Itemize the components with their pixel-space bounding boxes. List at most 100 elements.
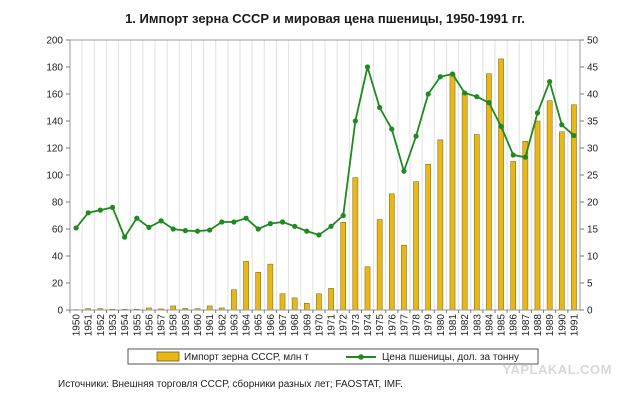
bar (498, 58, 504, 311)
price-point (559, 122, 565, 128)
bar (328, 288, 334, 311)
price-point (243, 215, 249, 221)
price-point (158, 218, 164, 224)
bar (522, 141, 529, 311)
bar (291, 297, 298, 311)
x-tick-label: 1985 (497, 314, 508, 337)
y-left-tick-label: 200 (46, 36, 63, 47)
y-left-tick-label: 140 (46, 117, 63, 128)
bar (340, 222, 347, 311)
x-tick-label: 1972 (339, 314, 350, 337)
x-tick-label: 1973 (351, 314, 362, 337)
x-tick-label: 1960 (193, 314, 204, 337)
y-left-tick-label: 180 (46, 63, 63, 74)
bar (364, 266, 371, 311)
price-point (510, 152, 516, 158)
x-tick-label: 1991 (569, 314, 580, 337)
price-point (437, 74, 443, 80)
price-point (146, 224, 152, 230)
x-tick-label: 1978 (412, 314, 423, 337)
bar (352, 177, 359, 311)
bar (255, 271, 262, 311)
bar (449, 73, 456, 311)
price-point (474, 94, 480, 100)
x-tick-label: 1952 (96, 314, 107, 337)
y-left-tick-label: 120 (46, 144, 63, 155)
y-left-tick-label: 0 (57, 306, 63, 317)
price-point (255, 226, 261, 232)
x-tick-label: 1962 (217, 314, 228, 337)
y-right-tick-label: 40 (587, 90, 599, 101)
x-tick-label: 1968 (290, 314, 301, 337)
y-right-tick-label: 15 (587, 225, 599, 236)
bar (473, 134, 480, 311)
price-point (534, 110, 541, 116)
legend: Импорт зерна СССР, млн т Цена пшеницы, д… (127, 348, 539, 365)
bar (401, 244, 407, 311)
y-left-tick-label: 60 (52, 225, 64, 236)
price-point (134, 215, 140, 221)
x-tick-label: 1951 (84, 314, 95, 337)
bar (486, 73, 492, 311)
x-tick-label: 1974 (363, 314, 374, 337)
y-right-tick-label: 0 (587, 306, 593, 317)
source-note: Источники: Внешняя торговля СССР, сборни… (58, 378, 403, 390)
bar (231, 289, 237, 311)
price-point (486, 100, 492, 106)
bar (316, 293, 322, 311)
price-point (498, 123, 504, 129)
x-tick-label: 1965 (254, 314, 265, 337)
x-axis: 1950 1951 1952 1953 1954 1955 1956 1957 1958 1959… (69, 310, 580, 337)
legend-label-import: Импорт зерна СССР, млн т (184, 352, 309, 363)
price-point (377, 104, 383, 111)
price-point (182, 228, 188, 234)
bar (546, 100, 553, 311)
y-right-tick-label: 20 (587, 198, 599, 209)
x-tick-label: 1961 (205, 314, 216, 337)
price-point (328, 223, 334, 229)
price-point (231, 219, 237, 225)
bar (510, 161, 517, 311)
price-point (401, 168, 407, 174)
y-right-tick-label: 35 (587, 117, 599, 128)
legend-bar-swatch (156, 351, 180, 362)
x-tick-label: 1979 (424, 314, 435, 337)
y-right-tick-label: 50 (587, 36, 599, 47)
y-left-tick-label: 20 (52, 279, 64, 290)
price-point (194, 228, 201, 234)
x-tick-label: 1984 (484, 314, 495, 337)
price-point (85, 210, 91, 216)
x-tick-label: 1953 (108, 314, 119, 337)
watermark: YAPLAKAL.COM (502, 362, 612, 377)
y-left-tick-label: 40 (52, 252, 64, 263)
y-right-tick-label: 5 (587, 279, 593, 290)
bar (376, 219, 383, 311)
y-right-tick-label: 10 (587, 252, 599, 263)
bar (206, 305, 213, 311)
x-tick-label: 1969 (302, 314, 313, 337)
price-point (73, 225, 79, 231)
bar (279, 293, 286, 311)
line-series (73, 64, 577, 240)
price-point (340, 212, 346, 219)
x-tick-label: 1983 (472, 314, 483, 337)
price-point (267, 221, 273, 227)
x-tick-label: 1967 (278, 314, 289, 337)
x-tick-label: 1982 (460, 314, 471, 337)
price-point (304, 228, 310, 234)
price-point (547, 78, 553, 85)
x-tick-label: 1966 (266, 314, 277, 337)
x-tick-label: 1971 (327, 314, 338, 337)
bar (413, 181, 419, 311)
x-tick-label: 1963 (229, 314, 240, 337)
bar (388, 193, 395, 311)
x-tick-label: 1975 (375, 314, 386, 337)
x-tick-label: 1987 (521, 314, 532, 337)
price-point (364, 64, 371, 70)
y-right-tick-label: 30 (587, 144, 599, 155)
price-point (352, 118, 358, 124)
price-point (122, 234, 128, 240)
bar (534, 120, 541, 311)
y-axis-right: 0 5 10 15 20 25 30 35 40 45 50 (580, 36, 599, 317)
